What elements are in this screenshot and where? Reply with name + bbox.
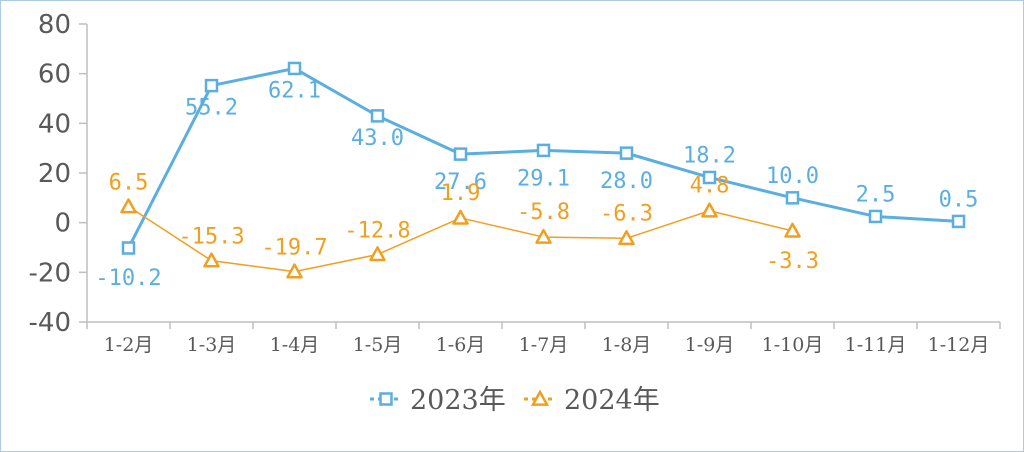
data-point-2024年-6 [618,230,635,246]
data-label-2024年-5: -5.8 [517,200,570,225]
series-markers [120,61,966,279]
x-tick-label: 1-12月 [928,334,990,356]
data-point-2023年-9 [868,209,883,224]
data-point-2024年-0 [120,198,137,214]
data-point-2023年-8 [785,191,800,205]
x-tick-label: 1-3月 [187,334,237,356]
data-label-2023年-4: 27.6 [434,170,487,195]
data-label-2023年-6: 28.0 [600,169,653,194]
data-label-2024年-7: 4.8 [690,174,730,199]
data-labels: -10.2 55.2 62.1 43.0 27.6 29.1 28.0 18.2 10.0 2.5… [95,78,978,291]
y-tick-label: 80 [38,10,71,40]
data-label-2023年-10: 0.5 [939,187,979,212]
x-tick-label: 1-2月 [104,334,154,356]
data-label-2023年-8: 10.0 [766,164,819,189]
x-tick-label: 1-6月 [436,334,486,356]
data-point-2023年-6 [619,146,634,160]
data-label-2023年-9: 2.5 [856,182,896,207]
data-point-2024年-4 [452,209,469,225]
data-label-2023年-7: 18.2 [683,143,736,168]
data-label-2024年-3: -12.8 [344,218,410,243]
x-tick-label: 1-5月 [353,334,403,356]
x-tick-label: 1-10月 [762,334,824,356]
data-label-2023年-1: 55.2 [185,96,238,121]
legend: 2023年 2024年 [370,385,660,416]
data-point-2024年-5 [535,228,552,244]
y-tick-label: -40 [29,308,71,338]
x-tick-label: 1-4月 [270,334,320,356]
data-point-2023年-10 [951,214,966,229]
legend-label-2024年: 2024年 [564,385,660,416]
data-label-2024年-6: -6.3 [600,201,653,226]
y-tick-label: 20 [38,159,71,189]
data-label-2023年-2: 62.1 [268,78,321,103]
data-point-2024年-1 [203,252,220,268]
data-point-2024年-8 [784,222,801,238]
data-point-2023年-3 [370,109,385,123]
data-point-2023年-1 [204,78,219,93]
x-tick-label: 1-9月 [685,334,735,356]
data-point-2023年-5 [536,143,551,158]
data-label-2024年-1: -15.3 [178,225,244,250]
y-tick-label: 40 [38,109,71,139]
data-label-2024年-2: -19.7 [261,236,327,261]
data-point-2023年-2 [287,61,302,76]
y-tick-label: 0 [54,209,71,239]
x-tick-label: 1-11月 [845,334,907,356]
axes: 80 60 40 20 0 -20 -40 1-2月 1-3月 1-4月 1-5月 1-6月 1-7月 1… [29,10,1001,356]
data-label-2023年-5: 29.1 [517,166,570,191]
data-label-2024年-0: 6.5 [109,171,149,196]
legend-marker-2023年 [379,392,393,406]
data-label-2023年-3: 43.0 [351,126,404,151]
legend-marker-2024年 [530,389,550,406]
x-tick-label: 1-7月 [519,334,569,356]
data-point-2023年-0 [121,241,136,255]
data-label-2023年-0: -10.2 [95,266,161,291]
data-point-2024年-2 [286,263,303,279]
data-point-2024年-3 [369,246,386,262]
legend-label-2023年: 2023年 [410,385,506,416]
y-tick-label: 60 [38,60,71,90]
x-tick-label: 1-8月 [602,334,652,356]
data-label-2024年-4: 1.9 [441,181,481,206]
data-point-2024年-7 [701,202,718,218]
data-point-2023年-7 [702,170,717,185]
data-label-2024年-8: -3.3 [766,249,819,274]
y-tick-label: -20 [29,258,71,288]
data-point-2023年-4 [453,147,468,161]
